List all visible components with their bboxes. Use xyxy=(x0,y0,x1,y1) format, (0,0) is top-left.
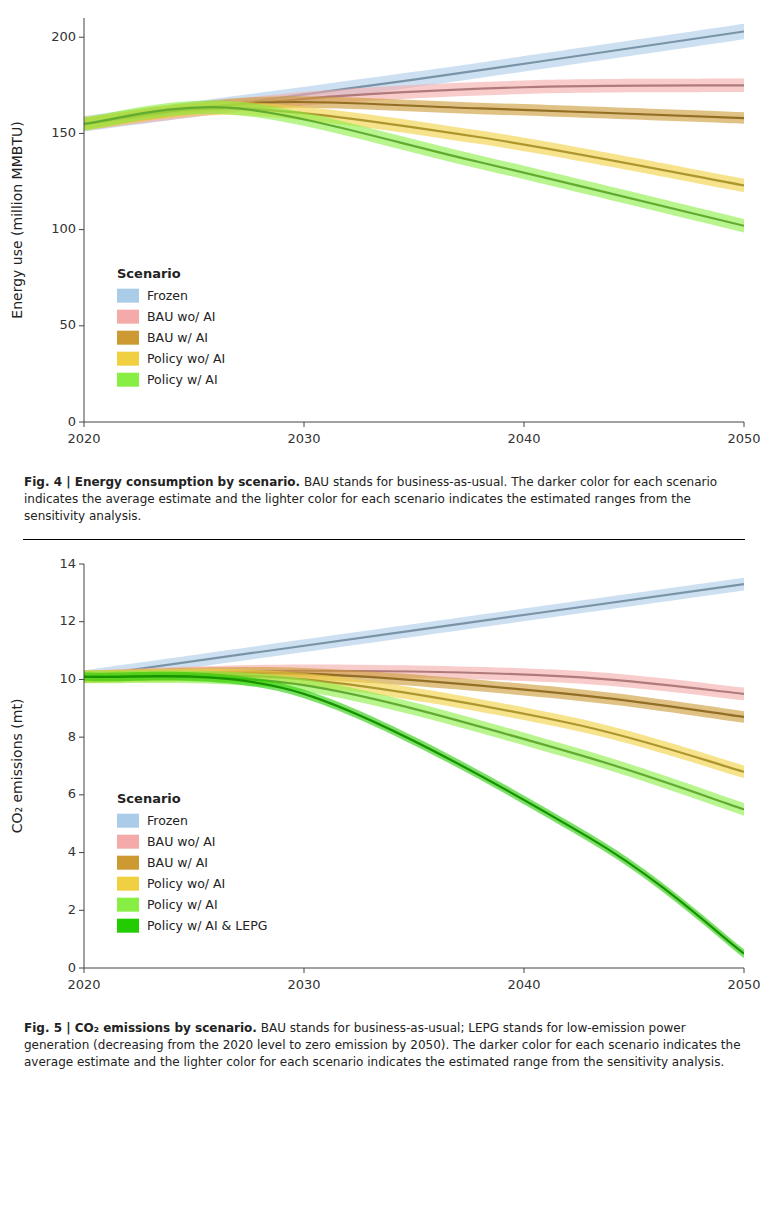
series-line xyxy=(84,676,744,953)
caption-title: Fig. 4 | Energy consumption by scenario. xyxy=(24,475,300,489)
x-tick xyxy=(744,422,745,427)
y-tick xyxy=(79,564,84,565)
x-tick xyxy=(84,422,85,427)
y-axis-line xyxy=(84,564,85,968)
legend-entry: Policy w/ AI & LEPG xyxy=(147,918,267,933)
y-tick xyxy=(79,325,84,326)
y-tick-label: 4 xyxy=(68,844,76,859)
plot-area xyxy=(84,24,744,233)
y-tick xyxy=(79,910,84,911)
y-tick xyxy=(79,968,84,969)
y-tick-label: 14 xyxy=(59,556,76,571)
y-tick xyxy=(79,679,84,680)
legend-swatch xyxy=(117,331,139,345)
x-axis-line xyxy=(84,422,744,423)
x-tick-label: 2050 xyxy=(727,431,760,446)
chart: 0 2 4 6 8 10 12 14 2020 2030 2040 2050 CO₂ emissions… xyxy=(0,546,768,1014)
y-tick-label: 6 xyxy=(68,786,76,801)
legend-entry: BAU w/ AI xyxy=(147,330,208,345)
legend: Scenario Frozen BAU wo/ AI BAU w/ AI Policy … xyxy=(117,791,267,934)
x-tick-label: 2020 xyxy=(67,977,100,992)
y-tick xyxy=(79,852,84,853)
x-tick-label: 2040 xyxy=(507,977,540,992)
legend-entry: Policy wo/ AI xyxy=(147,876,225,891)
y-axis-label: CO₂ emissions (mt) xyxy=(9,699,25,834)
legend-entry: BAU w/ AI xyxy=(147,855,208,870)
x-tick xyxy=(84,968,85,973)
legend-swatch xyxy=(117,310,139,324)
y-tick-label: 10 xyxy=(59,671,76,686)
x-tick-label: 2040 xyxy=(507,431,540,446)
legend-swatch xyxy=(117,814,139,828)
legend: Scenario Frozen BAU wo/ AI BAU w/ AI Policy … xyxy=(117,266,225,388)
x-tick xyxy=(744,968,745,973)
chart: 0 50 100 150 200 2020 2030 2040 2050 Energy use (… xyxy=(0,0,768,468)
range-band xyxy=(84,672,744,958)
series-line xyxy=(84,584,744,676)
y-tick xyxy=(79,621,84,622)
legend-swatch xyxy=(117,898,139,912)
legend-swatch xyxy=(117,835,139,849)
caption: Fig. 5 | CO₂ emissions by scenario. BAU … xyxy=(0,1014,768,1081)
x-tick-label: 2020 xyxy=(67,431,100,446)
legend-swatch xyxy=(117,919,139,933)
legend-entry: Policy w/ AI xyxy=(147,897,218,912)
caption-title: Fig. 5 | CO₂ emissions by scenario. xyxy=(24,1021,257,1035)
legend-entry: BAU wo/ AI xyxy=(147,309,216,324)
y-tick xyxy=(79,737,84,738)
x-tick xyxy=(304,968,305,973)
x-tick-label: 2030 xyxy=(287,431,320,446)
legend-entry: BAU wo/ AI xyxy=(147,834,216,849)
y-tick-label: 12 xyxy=(59,613,76,628)
legend-swatch xyxy=(117,352,139,366)
x-tick-label: 2050 xyxy=(727,977,760,992)
plot-area xyxy=(84,578,744,958)
y-tick xyxy=(79,37,84,38)
y-tick xyxy=(79,422,84,423)
x-tick xyxy=(524,422,525,427)
y-tick-label: 0 xyxy=(68,414,76,429)
legend-entry: Policy w/ AI xyxy=(147,372,218,387)
x-tick-label: 2030 xyxy=(287,977,320,992)
y-tick xyxy=(79,133,84,134)
legend-entry: Frozen xyxy=(147,813,188,828)
legend-swatch xyxy=(117,856,139,870)
divider xyxy=(23,539,745,540)
x-tick xyxy=(524,968,525,973)
series-line xyxy=(84,675,744,772)
caption: Fig. 4 | Energy consumption by scenario.… xyxy=(0,468,768,535)
legend-swatch xyxy=(117,373,139,387)
legend-entry: Frozen xyxy=(147,288,188,303)
range-band xyxy=(84,100,744,232)
legend-swatch xyxy=(117,877,139,891)
y-tick-label: 50 xyxy=(59,317,76,332)
x-tick xyxy=(304,422,305,427)
legend-title: Scenario xyxy=(117,266,181,281)
range-band xyxy=(84,669,744,778)
y-tick-label: 100 xyxy=(51,221,76,236)
y-tick-label: 0 xyxy=(68,960,76,975)
y-tick xyxy=(79,794,84,795)
x-axis-line xyxy=(84,968,744,969)
y-axis-line xyxy=(84,18,85,422)
y-tick-label: 8 xyxy=(68,729,76,744)
y-tick-label: 200 xyxy=(51,29,76,44)
series-line xyxy=(84,107,744,226)
legend-title: Scenario xyxy=(117,791,181,806)
y-axis-label: Energy use (million MMBTU) xyxy=(9,121,25,318)
y-tick xyxy=(79,229,84,230)
legend-entry: Policy wo/ AI xyxy=(147,351,225,366)
y-tick-label: 150 xyxy=(51,125,76,140)
legend-swatch xyxy=(117,289,139,303)
y-tick-label: 2 xyxy=(68,902,76,917)
page: 0501001502002020203020402050Energy use (… xyxy=(0,0,768,1081)
